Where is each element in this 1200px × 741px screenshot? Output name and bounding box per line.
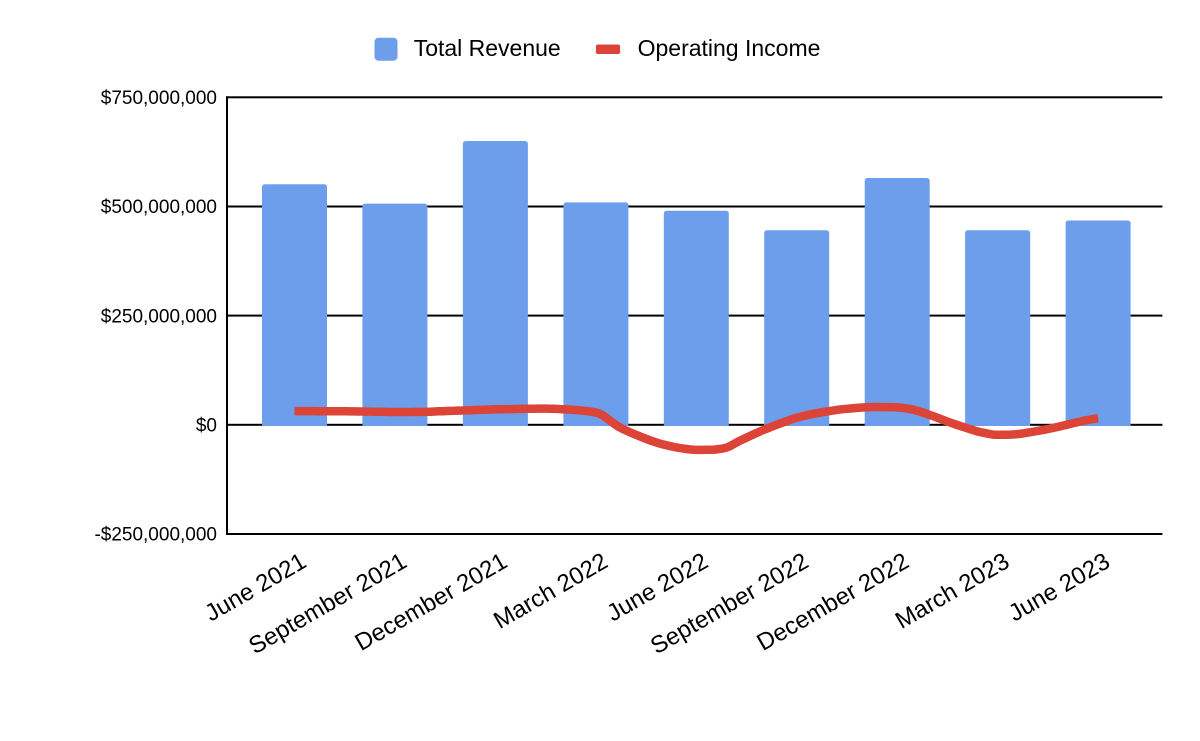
svg-text:$0: $0 bbox=[196, 416, 217, 437]
svg-text:$750,000,000: $750,000,000 bbox=[101, 88, 217, 109]
svg-text:$500,000,000: $500,000,000 bbox=[101, 197, 217, 218]
svg-text:Operating Income: Operating Income bbox=[638, 35, 821, 61]
svg-text:-$250,000,000: -$250,000,000 bbox=[94, 525, 217, 546]
svg-text:Total Revenue: Total Revenue bbox=[414, 35, 561, 61]
svg-text:$250,000,000: $250,000,000 bbox=[101, 306, 217, 327]
